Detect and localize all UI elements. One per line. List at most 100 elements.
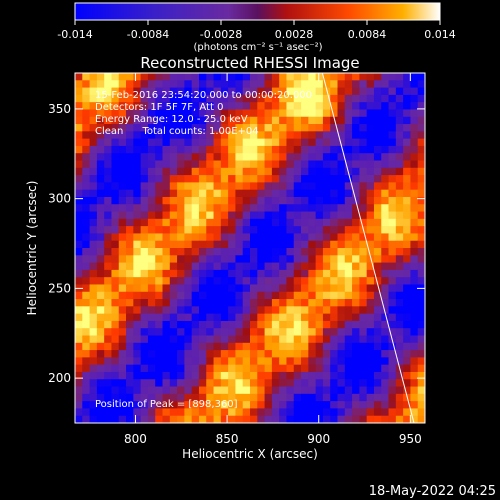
heatmap-cell	[388, 189, 397, 198]
heatmap-cell	[96, 116, 105, 125]
heatmap-cell	[89, 80, 98, 88]
heatmap-cell	[220, 320, 229, 329]
heatmap-cell	[388, 306, 397, 315]
heatmap-cell	[315, 284, 324, 293]
heatmap-cell	[206, 255, 214, 263]
heatmap-cell	[308, 401, 317, 409]
heatmap-cell	[410, 262, 419, 271]
heatmap-cell	[330, 204, 338, 212]
heatmap-cell	[155, 277, 163, 285]
heatmap-cell	[286, 131, 295, 140]
heatmap-cell	[126, 175, 134, 183]
heatmap-cell	[293, 371, 302, 380]
heatmap-cell	[118, 196, 127, 205]
heatmap-cell	[322, 371, 331, 380]
heatmap-cell	[279, 335, 287, 344]
heatmap-cell	[359, 357, 368, 366]
heatmap-cell	[373, 175, 382, 183]
heatmap-cell	[118, 131, 127, 140]
heatmap-cell	[220, 401, 229, 409]
heatmap-cell	[410, 415, 419, 423]
heatmap-cell	[257, 328, 265, 336]
heatmap-cell	[220, 109, 229, 118]
heatmap-cell	[162, 415, 171, 423]
heatmap-cell	[220, 393, 229, 402]
heatmap-cell	[213, 284, 222, 293]
heatmap-cell	[352, 357, 360, 366]
heatmap-cell	[257, 408, 265, 417]
heatmap-cell	[352, 306, 360, 315]
heatmap-cell	[344, 306, 353, 315]
heatmap-cell	[257, 226, 265, 234]
heatmap-cell	[417, 328, 425, 336]
heatmap-cell	[235, 248, 244, 256]
heatmap-cell	[126, 277, 134, 285]
heatmap-cell	[308, 379, 317, 387]
heatmap-cell	[177, 87, 185, 96]
heatmap-cell	[301, 175, 309, 183]
heatmap-cell	[301, 357, 309, 366]
heatmap-cell	[177, 153, 185, 161]
heatmap-cell	[322, 102, 331, 110]
heatmap-cell	[279, 255, 287, 263]
heatmap-cell	[352, 320, 360, 329]
heatmap-cell	[322, 269, 331, 278]
heatmap-cell	[352, 153, 360, 161]
heatmap-cell	[228, 350, 236, 358]
heatmap-cell	[198, 393, 207, 402]
heatmap-cell	[344, 408, 353, 417]
heatmap-cell	[410, 189, 419, 198]
heatmap-cell	[381, 386, 389, 395]
heatmap-cell	[301, 87, 309, 96]
heatmap-cell	[257, 291, 265, 300]
heatmap-cell	[381, 342, 389, 351]
heatmap-cell	[417, 393, 425, 402]
heatmap-cell	[271, 218, 280, 227]
heatmap-cell	[126, 138, 134, 147]
heatmap-cell	[417, 218, 425, 227]
heatmap-cell	[279, 350, 287, 358]
heatmap-cell	[388, 218, 397, 227]
heatmap-cell	[359, 109, 368, 118]
heatmap-cell	[118, 175, 127, 183]
heatmap-cell	[403, 401, 411, 409]
heatmap-cell	[403, 160, 411, 169]
heatmap-cell	[82, 306, 90, 315]
heatmap-cell	[155, 269, 163, 278]
heatmap-cell	[82, 320, 90, 329]
heatmap-cell	[213, 189, 222, 198]
heatmap-cell	[410, 160, 419, 169]
heatmap-cell	[235, 211, 244, 220]
heatmap-cell	[133, 379, 142, 387]
heatmap-cell	[198, 167, 207, 176]
heatmap-cell	[293, 109, 302, 118]
heatmap-cell	[410, 371, 419, 380]
heatmap-cell	[388, 284, 397, 293]
heatmap-cell	[344, 335, 353, 344]
heatmap-cell	[133, 284, 142, 293]
heatmap-cell	[293, 255, 302, 263]
heatmap-cell	[250, 255, 258, 263]
heatmap-cell	[293, 408, 302, 417]
heatmap-cell	[344, 379, 353, 387]
heatmap-cell	[250, 269, 258, 278]
heatmap-cell	[395, 393, 404, 402]
heatmap-cell	[104, 80, 112, 88]
heatmap-cell	[198, 80, 207, 88]
heatmap-cell	[155, 306, 163, 315]
heatmap-cell	[206, 138, 214, 147]
heatmap-cell	[162, 175, 171, 183]
heatmap-cell	[301, 306, 309, 315]
heatmap-cell	[96, 357, 105, 366]
heatmap-cell	[96, 408, 105, 417]
heatmap-cell	[198, 226, 207, 234]
heatmap-cell	[301, 218, 309, 227]
heatmap-cell	[279, 328, 287, 336]
heatmap-cell	[293, 240, 302, 249]
heatmap-cell	[403, 299, 411, 307]
heatmap-cell	[388, 87, 397, 96]
heatmap-cell	[96, 335, 105, 344]
heatmap-cell	[264, 401, 273, 409]
heatmap-cell	[403, 240, 411, 249]
heatmap-cell	[118, 291, 127, 300]
